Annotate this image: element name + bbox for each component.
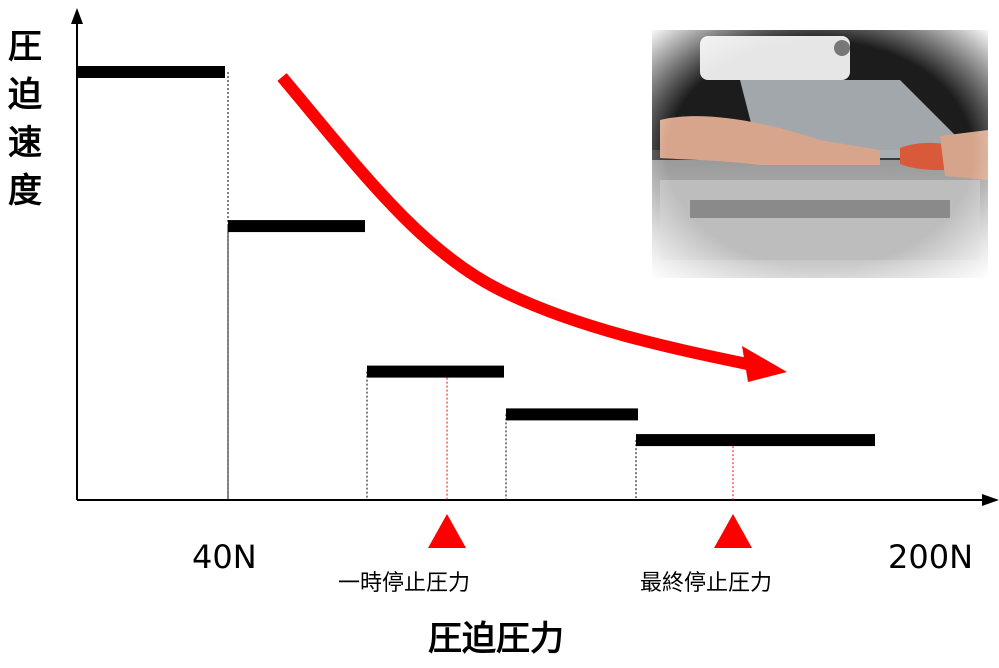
x-axis-arrowhead (982, 494, 999, 506)
x-tick-40n: 40N (192, 538, 257, 576)
marker-label: 最終停止圧力 (640, 571, 772, 596)
y-axis-label-char: 速 (8, 123, 42, 163)
y-axis-label-char: 迫 (8, 75, 42, 115)
step-guides (227, 72, 637, 500)
marker-label: 一時停止圧力 (338, 571, 470, 596)
trend-arrowhead (742, 346, 787, 382)
y-axis-label-char: 圧 (8, 27, 42, 67)
marker-triangle (714, 514, 752, 548)
step-bar (506, 408, 638, 421)
step-bars (77, 66, 875, 447)
mammography-compression-photo (652, 30, 988, 278)
marker-guides (446, 377, 734, 500)
step-bar (228, 220, 365, 233)
y-axis-label-char: 度 (8, 171, 42, 211)
x-tick-200n: 200N (888, 538, 973, 576)
y-axis-arrowhead (71, 8, 83, 24)
step-bar (636, 434, 875, 447)
x-axis-label: 圧迫圧力 (428, 619, 564, 659)
step-bar (77, 66, 225, 78)
trend-arrow-curve (277, 73, 754, 371)
step-bar (367, 365, 504, 378)
pressure-markers: 一時停止圧力 最終停止圧力 (338, 514, 772, 596)
marker-triangle (428, 514, 466, 548)
